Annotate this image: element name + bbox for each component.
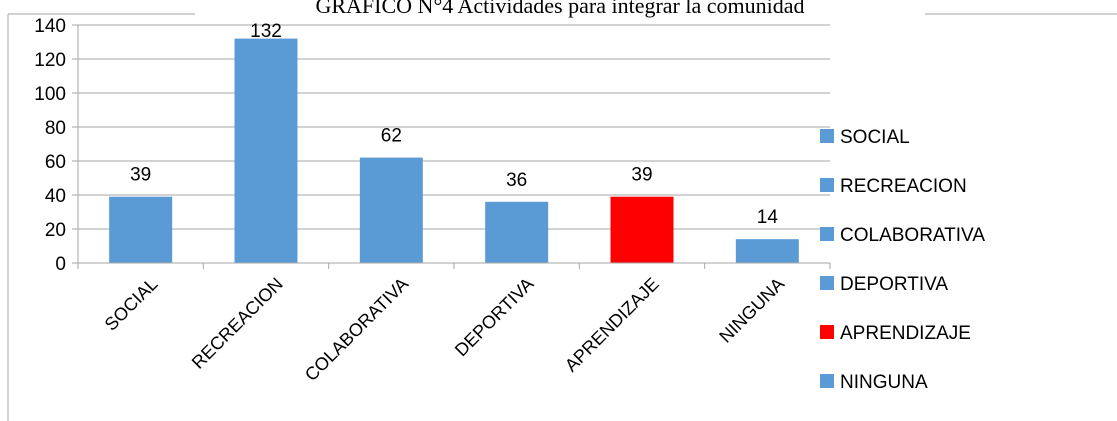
data-labels: 39 132 62 36 39 14 — [130, 21, 778, 228]
category-label: APRENDIZAJE — [561, 274, 663, 376]
bar-deportiva — [485, 201, 549, 263]
axes — [77, 25, 831, 269]
data-label: 14 — [757, 207, 779, 228]
bar-recreacion — [234, 38, 298, 263]
legend-swatch — [820, 374, 834, 388]
data-label: 39 — [130, 165, 151, 186]
y-tick-label: 140 — [34, 16, 66, 37]
legend-label: APRENDIZAJE — [840, 323, 971, 344]
legend-swatch — [820, 178, 834, 192]
data-label: 132 — [250, 21, 282, 42]
category-label: COLABORATIVA — [301, 274, 412, 385]
data-label: 36 — [506, 170, 527, 191]
legend-label: RECREACION — [840, 176, 967, 197]
legend-label: SOCIAL — [840, 127, 910, 148]
title-backdrop — [195, 0, 925, 20]
y-tick-label: 80 — [45, 118, 66, 139]
y-tick-label: 60 — [45, 152, 66, 173]
y-tick-label: 100 — [34, 84, 66, 105]
category-label: RECREACION — [188, 274, 287, 373]
legend-label: NINGUNA — [840, 372, 928, 393]
category-labels: SOCIAL RECREACION COLABORATIVA DEPORTIVA APR… — [101, 274, 788, 385]
legend-swatch — [820, 276, 834, 290]
bar-colaborativa — [359, 157, 423, 263]
data-label: 39 — [631, 165, 652, 186]
legend-swatch — [820, 325, 834, 339]
bar-aprendizaje — [610, 196, 674, 263]
category-label: DEPORTIVA — [451, 274, 538, 361]
chart-title: GRAFICO N°4 Actividades para integrar la… — [315, 0, 804, 18]
y-tick-label: 20 — [45, 220, 66, 241]
bar-ninguna — [735, 239, 799, 263]
y-tick-label: 120 — [34, 50, 66, 71]
y-tick-label: 40 — [45, 186, 66, 207]
bar-social — [109, 196, 173, 263]
y-tick-label: 0 — [55, 254, 66, 275]
legend-swatch — [820, 227, 834, 241]
legend-label: DEPORTIVA — [840, 274, 948, 295]
legend: SOCIAL RECREACION COLABORATIVA DEPORTIVA APR… — [820, 127, 985, 393]
category-label: SOCIAL — [101, 274, 162, 335]
gridlines — [78, 24, 830, 230]
legend-label: COLABORATIVA — [840, 225, 985, 246]
legend-swatch — [820, 129, 834, 143]
category-label: NINGUNA — [715, 274, 788, 347]
bars — [109, 38, 799, 263]
y-axis-ticks: 0 20 40 60 80 100 120 140 — [34, 16, 78, 275]
data-label: 62 — [381, 126, 402, 147]
